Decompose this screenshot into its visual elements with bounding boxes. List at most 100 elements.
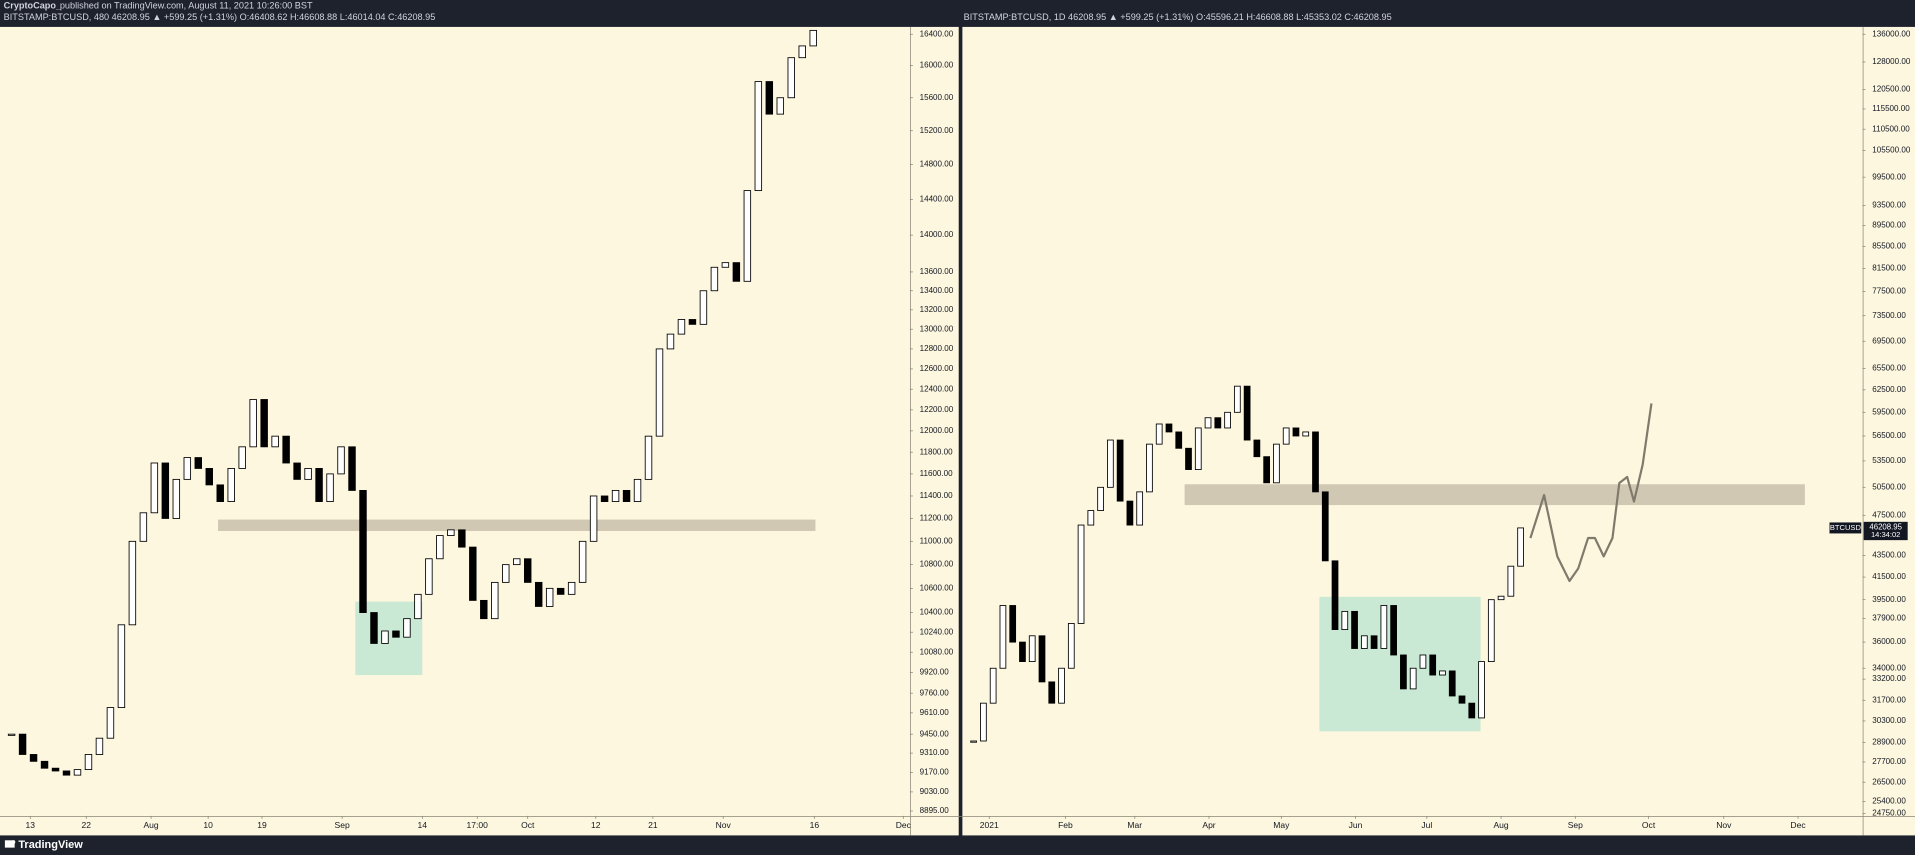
candle	[1077, 524, 1085, 624]
candle	[1321, 491, 1329, 562]
y-tick-label: 13600.00	[920, 267, 954, 276]
candle	[1370, 635, 1378, 649]
y-tick-label: 120500.00	[1872, 85, 1911, 94]
x-tick-label: 16	[810, 820, 820, 830]
price-tag-symbol: BTCUSD	[1830, 523, 1862, 532]
candle	[359, 489, 367, 613]
candle	[710, 266, 719, 292]
candle	[348, 446, 356, 491]
y-tick-label: 10080.00	[920, 647, 954, 656]
x-tick-label: 10	[203, 820, 213, 830]
candle	[40, 760, 49, 769]
y-tick-label: 69500.00	[1872, 336, 1906, 345]
candle	[1282, 427, 1290, 445]
candle	[150, 462, 159, 514]
candle	[1116, 439, 1124, 502]
y-tick-label: 41500.00	[1872, 572, 1906, 581]
candle	[304, 468, 312, 480]
candle	[1400, 654, 1407, 690]
candle	[29, 754, 38, 762]
candle	[1263, 456, 1271, 484]
y-tick-label: 136000.00	[1872, 29, 1911, 38]
candle	[216, 484, 224, 502]
candle	[1028, 635, 1036, 662]
candle	[1360, 635, 1368, 649]
candle	[194, 457, 203, 469]
brand-logo	[4, 840, 16, 848]
y-tick-label: 37900.00	[1872, 614, 1906, 623]
x-tick-label: 21	[648, 820, 658, 830]
candle	[392, 630, 400, 638]
candle	[578, 540, 587, 583]
y-tick-label: 25400.00	[1872, 797, 1906, 806]
y-tick-label: 53500.00	[1872, 456, 1906, 465]
candle	[315, 468, 323, 502]
candle	[1243, 385, 1251, 441]
candle	[1439, 670, 1446, 676]
y-tick-label: 36000.00	[1872, 637, 1906, 646]
y-tick-label: 56500.00	[1872, 431, 1906, 440]
candle	[469, 546, 477, 601]
candle	[809, 29, 817, 47]
candle	[677, 319, 686, 335]
y-tick-label: 16000.00	[920, 61, 954, 70]
candle	[1331, 560, 1339, 631]
y-tick-label: 15200.00	[920, 126, 954, 135]
candle	[1478, 661, 1485, 719]
x-tick-label: Jul	[1421, 820, 1432, 830]
y-tick-label: 14400.00	[920, 194, 954, 203]
y-tick-label: 39500.00	[1872, 595, 1906, 604]
projection-line	[1529, 403, 1653, 583]
candle	[1146, 443, 1153, 493]
candle	[238, 446, 246, 469]
candle	[62, 770, 71, 776]
candle	[1175, 431, 1183, 449]
y-tick-label: 12000.00	[920, 426, 954, 435]
y-tick-label: 43500.00	[1872, 551, 1906, 560]
y-tick-label: 10240.00	[920, 627, 954, 636]
x-tick-label: 12	[591, 820, 601, 830]
y-tick-label: 115500.00	[1872, 104, 1910, 113]
x-tick-label: Aug	[1493, 820, 1508, 830]
candle	[1429, 654, 1437, 676]
candle	[644, 435, 653, 480]
y-tick-label: 50500.00	[1872, 482, 1906, 491]
candle	[989, 667, 997, 704]
candle	[1126, 500, 1134, 526]
y-tick-label: 13000.00	[920, 324, 954, 333]
candle	[633, 478, 642, 502]
y-tick-label: 11400.00	[920, 491, 953, 500]
candle	[980, 702, 987, 742]
x-tick-label: Sep	[335, 820, 350, 830]
x-tick-label: Jun	[1349, 820, 1363, 830]
candle	[84, 754, 93, 771]
y-tick-label: 93500.00	[1872, 201, 1906, 210]
y-tick-label: 9030.00	[920, 787, 950, 796]
candle	[260, 399, 268, 448]
candle	[1107, 439, 1114, 488]
candle	[1409, 667, 1417, 690]
candle	[425, 558, 433, 595]
candle	[1487, 599, 1495, 662]
candle	[1194, 427, 1202, 470]
candle	[1155, 423, 1163, 445]
candle	[1136, 491, 1144, 526]
candle	[1351, 610, 1358, 649]
y-tick-label: 105500.00	[1872, 146, 1911, 155]
candle	[249, 399, 257, 448]
y-tick-label: 128000.00	[1872, 57, 1911, 66]
candle	[1087, 510, 1095, 526]
candle	[282, 435, 290, 464]
y-tick-label: 85500.00	[1872, 242, 1906, 251]
candle	[403, 618, 411, 638]
y-tick-label: 99500.00	[1872, 172, 1906, 181]
x-tick-label: Nov	[716, 820, 732, 830]
candle	[1038, 635, 1046, 683]
candle	[337, 446, 345, 475]
candle	[106, 707, 115, 739]
candle	[754, 81, 763, 192]
candle	[611, 489, 620, 502]
candle	[117, 624, 126, 709]
x-tick-label: Sep	[1568, 820, 1583, 830]
